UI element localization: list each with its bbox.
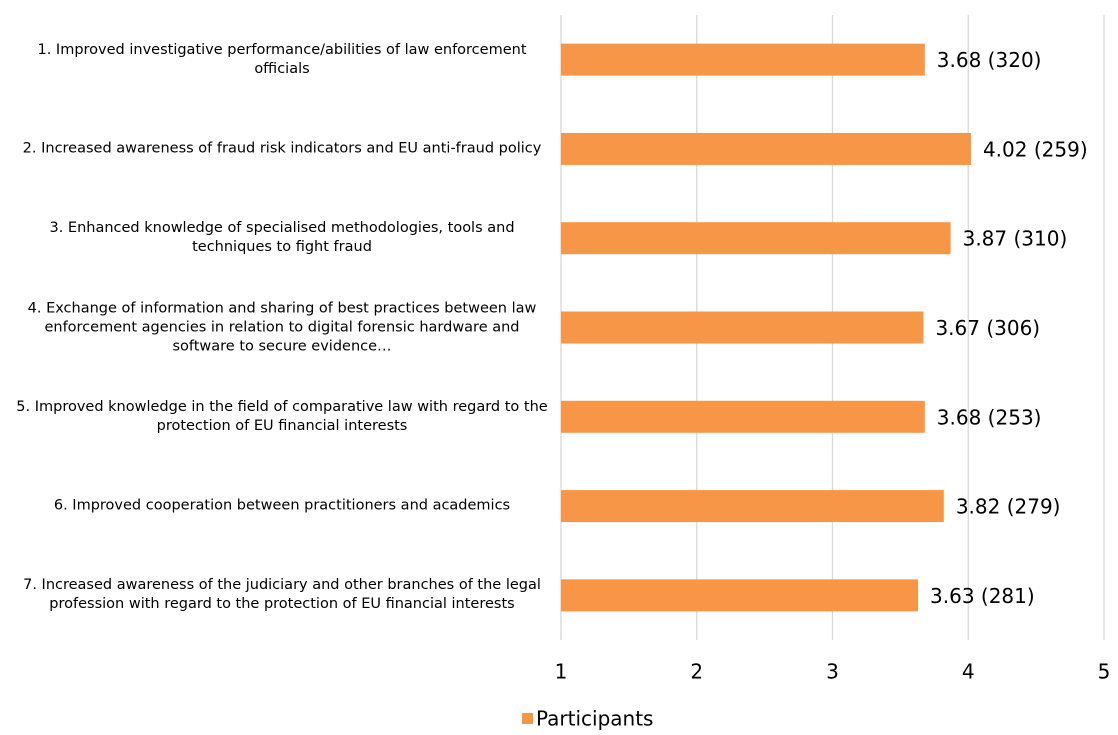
data-label: 3.68 (320) (937, 48, 1042, 72)
bar (561, 132, 971, 165)
data-label: 3.87 (310) (963, 227, 1068, 251)
y-tick-label: 5. Improved knowledge in the field of co… (16, 398, 548, 434)
legend-label: Participants (536, 707, 653, 731)
y-tick-label: 7. Increased awareness of the judiciary … (23, 577, 541, 613)
bar (561, 579, 919, 612)
bar (561, 490, 944, 523)
x-tick-label: 1 (555, 660, 568, 684)
data-label: 3.63 (281) (930, 584, 1035, 608)
y-tick-label: 1. Improved investigative performance/ab… (37, 41, 527, 77)
y-tick-label: 3. Enhanced knowledge of specialised met… (49, 220, 515, 256)
bar (561, 311, 924, 344)
data-label: 4.02 (259) (983, 137, 1088, 161)
data-label: 3.68 (253) (937, 405, 1042, 429)
y-tick-label: 6. Improved cooperation between practiti… (53, 497, 511, 514)
y-tick-label: 4. Exchange of information and sharing o… (27, 300, 537, 354)
legend-swatch (522, 713, 533, 724)
data-label: 3.82 (279) (956, 495, 1061, 519)
data-label: 3.67 (306) (935, 316, 1040, 340)
x-tick-label: 4 (962, 660, 975, 684)
bar (561, 222, 951, 255)
x-tick-label: 3 (826, 660, 839, 684)
x-tick-label: 2 (690, 660, 703, 684)
bar (561, 400, 925, 433)
bar (561, 43, 925, 76)
y-tick-label: 2. Increased awareness of fraud risk ind… (22, 140, 542, 157)
x-tick-label: 5 (1098, 660, 1111, 684)
